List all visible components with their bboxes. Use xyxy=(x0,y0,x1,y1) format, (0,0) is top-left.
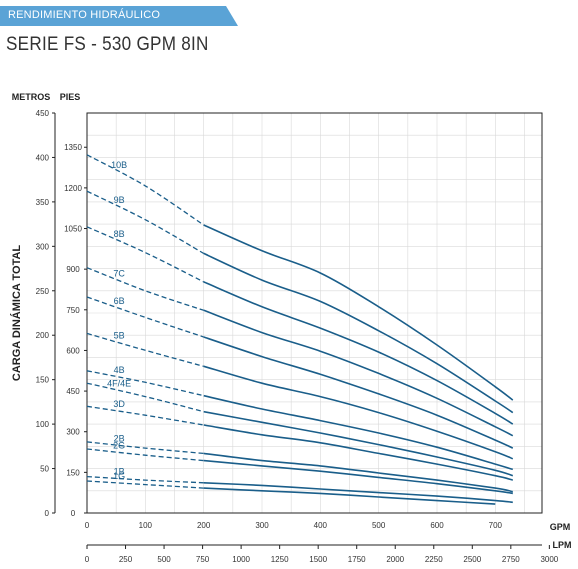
curve-label-1b: 1B xyxy=(114,467,125,477)
lpm-tick-label: 2000 xyxy=(386,555,404,564)
curve-solid-1b xyxy=(203,482,513,504)
lpm-tick-label: 1500 xyxy=(309,555,327,564)
gpm-unit-label: GPM xyxy=(550,522,571,532)
lpm-tick-label: 250 xyxy=(119,555,133,564)
curve-dashed-2b xyxy=(86,441,204,455)
lpm-tick-label: 750 xyxy=(196,555,210,564)
curve-solid-1g xyxy=(203,487,496,505)
feet-tick-label: 300 xyxy=(66,428,80,437)
curve-solid-7c xyxy=(203,309,514,437)
curve-label-6b: 6B xyxy=(114,296,125,306)
curve-solid-4f-4e xyxy=(203,410,514,477)
curve-dashed-5b xyxy=(86,332,204,367)
lpm-tick-label: 2250 xyxy=(425,555,443,564)
curve-layer xyxy=(86,154,514,505)
meters-tick-label: 250 xyxy=(36,287,50,296)
curve-solid-8b xyxy=(203,281,514,425)
plot-frame xyxy=(86,112,543,514)
page-title: SERIE FS - 530 GPM 8IN xyxy=(6,34,209,55)
lpm-tick-label: 1750 xyxy=(348,555,366,564)
lpm-tick-label: 3000 xyxy=(540,555,558,564)
curve-label-1g: 1G xyxy=(113,471,125,481)
section-tag-shape xyxy=(0,6,238,26)
feet-tick-label: 450 xyxy=(66,387,80,396)
curve-solid-4b xyxy=(203,394,514,471)
lpm-tick-label: 2500 xyxy=(463,555,481,564)
y-axis-title: CARGA DINÁMICA TOTAL xyxy=(10,245,23,382)
feet-tick-label: 1350 xyxy=(64,143,82,152)
curve-dashed-1g xyxy=(86,480,204,489)
curve-solid-3d xyxy=(203,424,513,481)
curve-label-8b: 8B xyxy=(114,229,125,239)
meters-tick-label: 100 xyxy=(36,420,50,429)
gpm-tick-label: 500 xyxy=(372,521,386,530)
feet-tick-label: 1050 xyxy=(64,225,82,234)
lpm-tick-label: 0 xyxy=(85,555,90,564)
curve-label-9b: 9B xyxy=(114,195,125,205)
feet-unit-label: PIES xyxy=(60,92,81,102)
gpm-tick-label: 100 xyxy=(139,521,153,530)
meters-tick-label: 150 xyxy=(36,376,50,385)
feet-tick-label: 600 xyxy=(66,346,80,355)
curve-label-4f-4e: 4F/4E xyxy=(107,379,131,389)
curve-label-5b: 5B xyxy=(114,331,125,341)
curve-dashed-2g xyxy=(86,448,204,462)
curve-solid-5b xyxy=(203,365,514,460)
meters-unit-label: METROS xyxy=(12,92,51,102)
section-tag-text: RENDIMIENTO HIDRÁULICO xyxy=(8,9,161,21)
curve-dashed-8b xyxy=(86,226,204,283)
grid-layer xyxy=(86,112,543,514)
gpm-tick-label: 300 xyxy=(255,521,269,530)
feet-tick-label: 1200 xyxy=(64,184,82,193)
curve-label-10b: 10B xyxy=(111,160,127,170)
meters-tick-label: 450 xyxy=(36,109,50,118)
feet-tick-label: 750 xyxy=(66,306,80,315)
lpm-tick-label: 1250 xyxy=(271,555,289,564)
curve-dashed-4f-4e xyxy=(86,382,204,413)
gpm-tick-label: 700 xyxy=(489,521,503,530)
curve-dashed-3d xyxy=(86,405,204,426)
gpm-tick-label: 200 xyxy=(197,521,211,530)
lpm-tick-label: 1000 xyxy=(232,555,250,564)
feet-tick-label: 150 xyxy=(66,468,80,477)
lpm-unit-label: LPM xyxy=(553,540,572,550)
meters-tick-label: 0 xyxy=(45,509,50,518)
curve-solid-10b xyxy=(203,224,514,401)
axis-layer: 0 50 100 150 200 250 300 350 400 450 0 150 300 450 600… xyxy=(10,92,572,564)
section-tag-fill xyxy=(0,6,238,26)
curve-label-2g: 2G xyxy=(113,440,125,450)
gpm-tick-label: 0 xyxy=(85,521,90,530)
curve-solid-2b xyxy=(203,452,513,493)
curve-dashed-4b xyxy=(86,370,204,397)
feet-tick-label: 900 xyxy=(66,265,80,274)
gpm-tick-label: 600 xyxy=(430,521,444,530)
lpm-tick-label: 500 xyxy=(157,555,171,564)
curve-dashed-1b xyxy=(86,475,204,484)
meters-tick-label: 200 xyxy=(36,331,50,340)
curve-solid-2g xyxy=(203,459,513,495)
curve-label-7c: 7C xyxy=(113,268,125,278)
curve-solid-9b xyxy=(203,252,514,414)
meters-tick-label: 400 xyxy=(36,153,50,162)
meters-tick-label: 350 xyxy=(36,198,50,207)
curve-label-4b: 4B xyxy=(114,365,125,375)
section-tag-band xyxy=(0,6,238,26)
gpm-tick-label: 400 xyxy=(314,521,328,530)
curve-dashed-9b xyxy=(86,190,205,254)
meters-tick-label: 300 xyxy=(36,242,50,251)
curve-label-2b: 2B xyxy=(114,433,125,443)
curve-label-3d: 3D xyxy=(113,399,125,409)
curve-dashed-10b xyxy=(86,154,205,226)
lpm-tick-label: 2750 xyxy=(502,555,520,564)
feet-tick-label: 0 xyxy=(71,509,76,518)
meters-tick-label: 50 xyxy=(40,465,49,474)
curve-solid-6b xyxy=(203,336,514,449)
